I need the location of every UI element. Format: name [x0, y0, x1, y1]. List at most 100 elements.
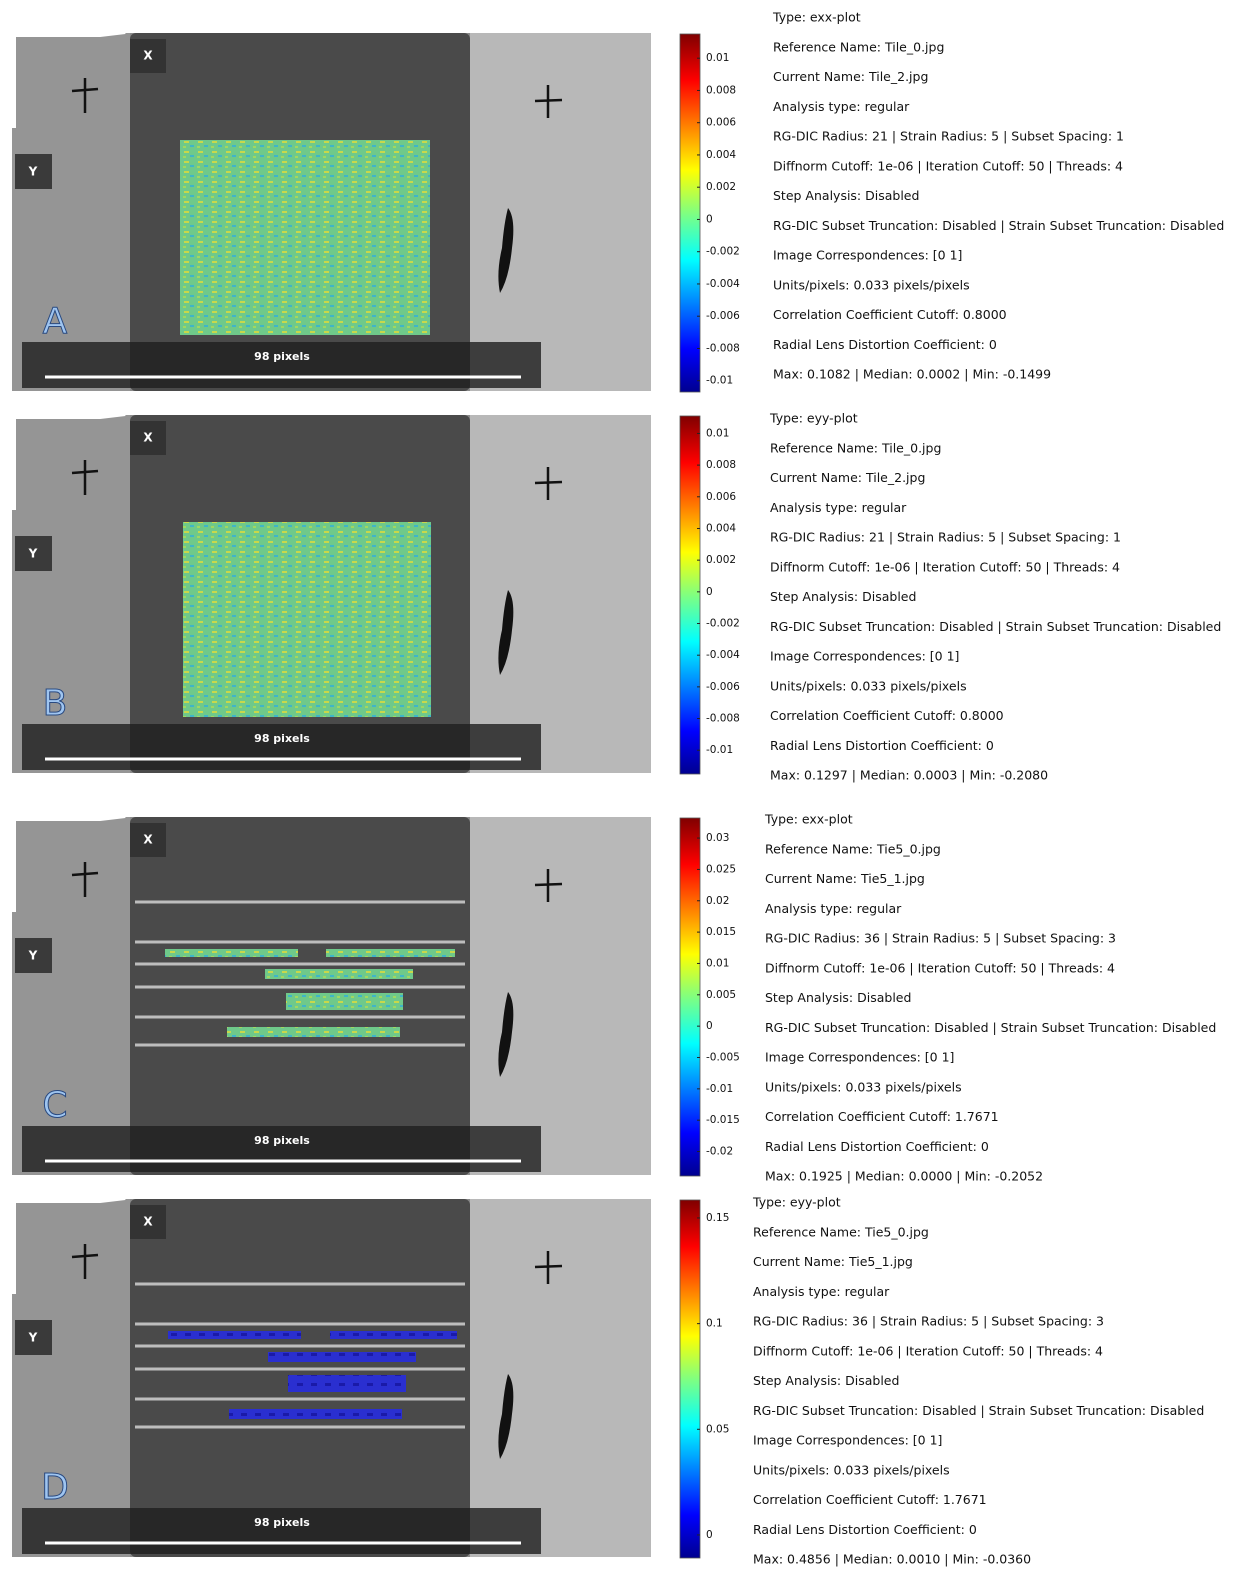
info-line: Step Analysis: Disabled [765, 990, 911, 1005]
info-line: RG-DIC Subset Truncation: Disabled | Str… [773, 218, 1224, 233]
outline [8, 810, 126, 912]
x-box [130, 823, 166, 857]
panel: X Y 98 pixels B 0.01 0.008 0.006 0.004 0.002 0 -0.… [8, 408, 1221, 783]
info-line: Diffnorm Cutoff: 1e-06 | Iteration Cutof… [753, 1343, 1103, 1358]
info-line: Max: 0.1925 | Median: 0.0000 | Min: -0.2… [765, 1169, 1043, 1184]
panel: X Y 98 pixels A 0.01 0.008 0.006 0.004 0.002 0 -0.… [8, 10, 1224, 393]
info-line: Current Name: Tile_2.jpg [770, 470, 925, 485]
info-line: RG-DIC Subset Truncation: Disabled | Str… [770, 619, 1221, 634]
info-line: Radial Lens Distortion Coefficient: 0 [770, 738, 994, 753]
scale-bar-label: 98 pixels [254, 1516, 310, 1529]
outline [8, 26, 126, 128]
colorbar-tick-label: 0.002 [706, 181, 736, 193]
y-box [15, 938, 52, 973]
colorbar [679, 33, 701, 393]
strain-field [183, 522, 431, 717]
info-line: Image Correspondences: [0 1] [773, 248, 962, 263]
strain-field [330, 1331, 457, 1339]
info-line: Reference Name: Tie5_0.jpg [753, 1224, 929, 1239]
colorbar-tick-label: 0.008 [706, 459, 736, 471]
colorbar-tick-label: -0.002 [706, 618, 740, 630]
colorbar [679, 817, 701, 1177]
colorbar-tick-label: -0.01 [706, 1083, 733, 1095]
strain-field [268, 1352, 416, 1362]
y-axis-label: Y [28, 165, 38, 179]
info-line: Type: eyy-plot [752, 1195, 841, 1210]
y-axis-label: Y [28, 1331, 38, 1345]
panel-label: C [42, 1085, 67, 1126]
colorbar-tick-label: -0.015 [706, 1114, 740, 1126]
colorbar-tick-label: 0 [706, 213, 713, 225]
info-line: Reference Name: Tile_0.jpg [770, 440, 941, 455]
info-line: Units/pixels: 0.033 pixels/pixels [765, 1079, 962, 1094]
info-line: RG-DIC Radius: 36 | Strain Radius: 5 | S… [753, 1314, 1104, 1329]
info-line: Units/pixels: 0.033 pixels/pixels [770, 678, 967, 693]
colorbar-tick-label: 0.002 [706, 554, 736, 566]
scale-bar-label: 98 pixels [254, 350, 310, 363]
colorbar-tick-label: 0 [706, 1529, 713, 1541]
info-line: Radial Lens Distortion Coefficient: 0 [773, 337, 997, 352]
x-box [130, 39, 166, 73]
left-region [12, 33, 130, 391]
colorbar-tick-label: 0.01 [706, 427, 729, 439]
cross [71, 460, 563, 500]
colorbar-tick-label: -0.006 [706, 310, 740, 322]
info-line: Analysis type: regular [765, 901, 902, 916]
right-region [470, 1199, 651, 1557]
info-line: Type: exx-plot [772, 10, 861, 25]
strain-field [326, 949, 455, 957]
colorbar-tick-label: 0.01 [706, 52, 729, 64]
info-line: Current Name: Tie5_1.jpg [753, 1254, 913, 1269]
info-line: Max: 0.1297 | Median: 0.0003 | Min: -0.2… [770, 768, 1048, 783]
info-line: Diffnorm Cutoff: 1e-06 | Iteration Cutof… [770, 559, 1120, 574]
blob [498, 1374, 514, 1459]
colorbar [679, 415, 701, 775]
colorbar-tick-label: 0.15 [706, 1212, 729, 1224]
colorbar-tick-label: 0.025 [706, 863, 736, 875]
y-box [15, 1320, 52, 1355]
info-line: Correlation Coefficient Cutoff: 0.8000 [773, 307, 1007, 322]
colorbar-tick-label: -0.004 [706, 278, 740, 290]
info-line: Step Analysis: Disabled [753, 1373, 899, 1388]
colorbar-tick-label: 0.05 [706, 1423, 729, 1435]
scale-band [22, 1508, 541, 1554]
colorbar-tick-label: 0.015 [706, 926, 736, 938]
strain-field [286, 993, 403, 1010]
cross [71, 1244, 563, 1284]
strain-field [227, 1027, 400, 1037]
info-line: Image Correspondences: [0 1] [770, 649, 959, 664]
strain-field [168, 1331, 301, 1339]
scale-band [22, 724, 541, 770]
info-line: Image Correspondences: [0 1] [765, 1050, 954, 1065]
info-line: Correlation Coefficient Cutoff: 0.8000 [770, 708, 1004, 723]
colorbar-tick-label: 0.004 [706, 522, 736, 534]
colorbar-tick-label: -0.004 [706, 649, 740, 661]
colorbar [679, 1199, 701, 1559]
scale-bar-label: 98 pixels [254, 1134, 310, 1147]
info-line: Units/pixels: 0.033 pixels/pixels [773, 277, 970, 292]
x-axis-label: X [143, 431, 153, 445]
left-region [12, 1199, 130, 1557]
right-region [470, 415, 651, 773]
colorbar-tick-label: 0.01 [706, 957, 729, 969]
x-axis-label: X [143, 49, 153, 63]
colorbar-tick-label: 0.005 [706, 989, 736, 1001]
colorbar-tick-label: 0.1 [706, 1318, 723, 1330]
colorbar-tick-label: -0.008 [706, 713, 740, 725]
x-box [130, 1205, 166, 1239]
x-axis-label: X [143, 1215, 153, 1229]
cross [71, 862, 563, 902]
colorbar-tick-label: 0 [706, 586, 713, 598]
colorbar-tick-label: 0.008 [706, 84, 736, 96]
panel-label: A [43, 301, 68, 342]
colorbar-tick-label: 0.006 [706, 491, 736, 503]
colorbar-tick-label: 0.03 [706, 832, 729, 844]
info-line: Units/pixels: 0.033 pixels/pixels [753, 1462, 950, 1477]
info-line: Reference Name: Tile_0.jpg [773, 39, 944, 54]
info-line: Max: 0.4856 | Median: 0.0010 | Min: -0.0… [753, 1552, 1031, 1567]
outline [8, 408, 126, 510]
colorbar-tick-label: 0.02 [706, 895, 729, 907]
info-line: RG-DIC Radius: 21 | Strain Radius: 5 | S… [770, 530, 1121, 545]
blob [498, 992, 514, 1077]
strain-field [229, 1409, 402, 1419]
